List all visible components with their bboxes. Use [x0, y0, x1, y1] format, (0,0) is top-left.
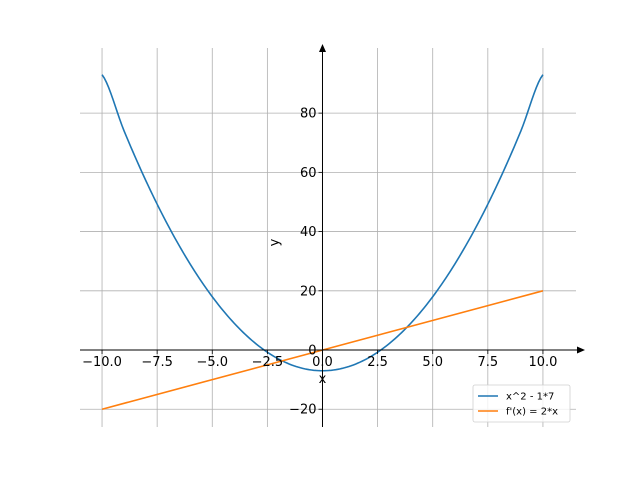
- axes: [80, 44, 585, 427]
- legend-box: [472, 384, 571, 423]
- y-tick-label-3: 40: [300, 225, 317, 240]
- y-tick-label-2: 20: [300, 284, 317, 299]
- legend-entry-parabola: x^2 - 1*7: [506, 392, 554, 403]
- x-tick-label-6: 5.0: [422, 355, 443, 370]
- x-tick-label-0: −10.0: [82, 355, 122, 370]
- x-tick-label-2: −5.0: [196, 355, 228, 370]
- y-tick-label-4: 60: [300, 166, 317, 181]
- y-tick-label-0: −20: [289, 403, 316, 418]
- x-tick-label-8: 10.0: [528, 355, 557, 370]
- x-axis-arrow-icon: [577, 346, 585, 354]
- y-axis-label: y: [267, 238, 282, 246]
- y-tick-label-1: 0: [308, 344, 316, 359]
- y-axis-arrow-icon: [318, 44, 326, 52]
- ticks: −10.0 −7.5 −5.0 −2.5 0.0 2.5 5.0 7.5 10.0 −20 0 20 4…: [82, 107, 557, 418]
- x-tick-label-5: 2.5: [367, 355, 388, 370]
- y-tick-label-5: 80: [300, 107, 317, 122]
- x-axis-label: x: [319, 372, 327, 387]
- legend-entry-derivative: f'(x) = 2*x: [506, 407, 558, 418]
- legend: x^2 - 1*7 f'(x) = 2*x: [472, 384, 571, 423]
- x-tick-label-1: −7.5: [141, 355, 173, 370]
- x-tick-label-4: 0.0: [312, 355, 333, 370]
- x-tick-label-3: −2.5: [252, 355, 284, 370]
- x-tick-label-7: 7.5: [477, 355, 498, 370]
